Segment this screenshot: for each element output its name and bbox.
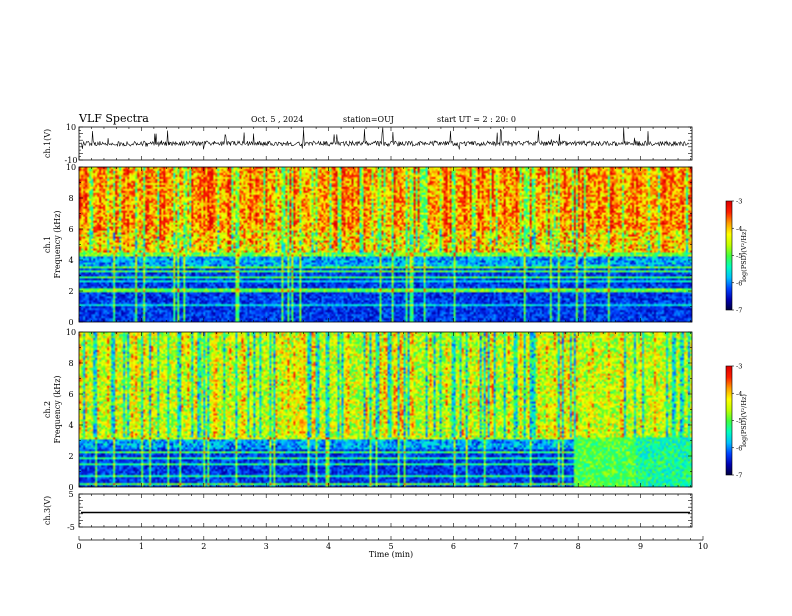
ch3-waveform-ylabel: ch.3(V) <box>43 496 52 525</box>
ch1-colorbar-label: log(PSD)(V²/Hz) <box>740 229 748 282</box>
ch1-spectrogram-yaxis-tick-label: 8 <box>68 194 73 203</box>
ch1-waveform-yaxis-tick-label: -10 <box>65 156 78 165</box>
time-axis-label: Time (min) <box>369 550 413 559</box>
ch1-colorbar-tick-label: -7 <box>736 307 742 315</box>
time-axis-tick-label: 5 <box>388 542 393 551</box>
ch2-colorbar-tick-label: -4 <box>736 390 742 398</box>
ch2-colorbar-tick-label: -7 <box>736 472 742 480</box>
ch1-colorbar-tick-label: -6 <box>736 279 742 287</box>
ch1-spectrogram-yaxis-tick-label: 2 <box>68 287 73 296</box>
time-axis-tick-label: 2 <box>201 542 206 551</box>
time-axis-tick-label: 7 <box>513 542 518 551</box>
ch3-waveform-yaxis-tick-label: 5 <box>68 490 73 499</box>
ch1-colorbar-tick-label: -3 <box>736 198 742 206</box>
time-axis-tick-label: 1 <box>139 542 144 551</box>
ch2-spectrogram-yaxis-tick-label: 4 <box>68 421 73 430</box>
ch1-spectrogram-image <box>79 167 692 322</box>
time-axis-tick-label: 9 <box>638 542 643 551</box>
header-date: Oct. 5 , 2024 <box>251 115 304 124</box>
time-axis-tick-label: 0 <box>76 542 81 551</box>
ch1-spectrogram-yaxis-tick-label: 10 <box>66 163 76 172</box>
time-axis-tick-label: 10 <box>698 542 708 551</box>
ch2-colorbar-tick-label: -3 <box>736 363 742 371</box>
ch2-spectrogram-yaxis-tick-label: 2 <box>68 452 73 461</box>
time-axis-tick-label: 3 <box>264 542 269 551</box>
ch3-waveform-yaxis-tick-label: -5 <box>67 523 75 532</box>
ch3-waveform-frame <box>78 493 693 528</box>
ch1-colorbar <box>726 201 732 310</box>
ch1-colorbar-tick-label: -4 <box>736 225 742 233</box>
time-axis-tick-label: 8 <box>576 542 581 551</box>
ch2-colorbar <box>726 366 732 475</box>
ch1-spectrogram-ylabel-1: ch.1 <box>43 236 52 253</box>
ch1-spectrogram-yaxis-tick-label: 4 <box>68 256 73 265</box>
ch2-colorbar-tick-label: -5 <box>736 417 742 425</box>
header-station: station=OUJ <box>343 115 394 124</box>
ch2-spectrogram-yaxis-tick-label: 0 <box>68 483 73 492</box>
ch1-colorbar-tick-label: -5 <box>736 252 742 260</box>
ch1-spectrogram-yaxis-tick-label: 0 <box>68 318 73 327</box>
ch2-colorbar-label: log(PSD)(V²/Hz) <box>740 394 748 447</box>
ch1-spectrogram-yaxis-tick-label: 6 <box>68 225 73 234</box>
time-axis-tick-label: 4 <box>326 542 331 551</box>
header-start-time: start UT = 2 : 20: 0 <box>437 115 516 124</box>
ch2-spectrogram-ylabel-2: Frequency (kHz) <box>53 375 62 443</box>
ch2-spectrogram-yaxis-tick-label: 6 <box>68 390 73 399</box>
ch2-spectrogram-yaxis-tick-label: 10 <box>66 328 76 337</box>
ch2-spectrogram-image <box>79 332 692 487</box>
ch2-colorbar-tick-label: -6 <box>736 444 742 452</box>
figure-title: VLF Spectra <box>79 112 149 125</box>
ch1-waveform-ylabel: ch.1(V) <box>43 129 52 158</box>
time-axis-tick-label: 6 <box>451 542 456 551</box>
ch2-spectrogram-yaxis-tick-label: 8 <box>68 359 73 368</box>
ch2-spectrogram-ylabel-1: ch.2 <box>43 401 52 418</box>
ch1-waveform-yaxis-tick-label: 10 <box>66 123 76 132</box>
ch1-waveform-line <box>80 127 690 150</box>
ch1-spectrogram-ylabel-2: Frequency (kHz) <box>53 210 62 278</box>
